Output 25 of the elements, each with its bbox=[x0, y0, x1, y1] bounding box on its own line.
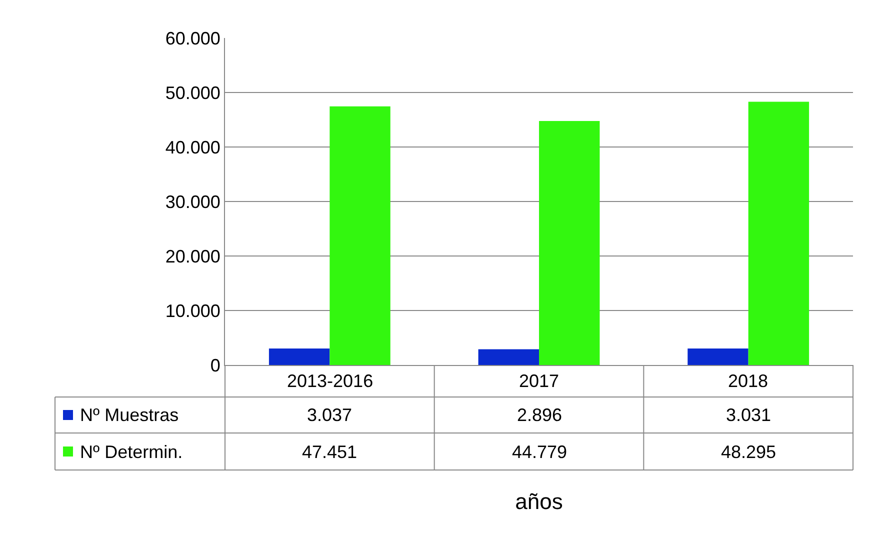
data-label: 47.451 bbox=[302, 442, 358, 462]
bar bbox=[330, 106, 390, 365]
data-label: 2.896 bbox=[517, 405, 562, 425]
data-label: 48.295 bbox=[721, 442, 776, 462]
legend-label: Nº Muestras bbox=[80, 405, 179, 425]
y-tick-label: 60.000 bbox=[165, 28, 220, 48]
y-tick-label: 30.000 bbox=[165, 192, 220, 212]
y-tick-label: 0 bbox=[210, 355, 220, 376]
y-tick-label: 50.000 bbox=[165, 82, 220, 103]
bar bbox=[268, 348, 330, 365]
y-tick-label: 10.000 bbox=[165, 300, 220, 321]
bar bbox=[539, 120, 600, 365]
bar bbox=[688, 348, 748, 365]
x-tick-label: 2018 bbox=[728, 371, 768, 391]
x-axis-title: años bbox=[515, 488, 563, 514]
bar bbox=[748, 102, 810, 365]
x-tick-label: 2017 bbox=[519, 371, 560, 391]
legend-label: Nº Determin. bbox=[80, 442, 183, 462]
y-tick-label: 40.000 bbox=[165, 137, 220, 158]
x-tick-label: 2013-2016 bbox=[287, 371, 374, 391]
data-label: 3.031 bbox=[726, 405, 772, 425]
y-tick-label: 20.000 bbox=[165, 246, 220, 266]
bar bbox=[478, 349, 539, 365]
data-label: 3.037 bbox=[307, 405, 352, 425]
data-label: 44.779 bbox=[512, 442, 568, 462]
